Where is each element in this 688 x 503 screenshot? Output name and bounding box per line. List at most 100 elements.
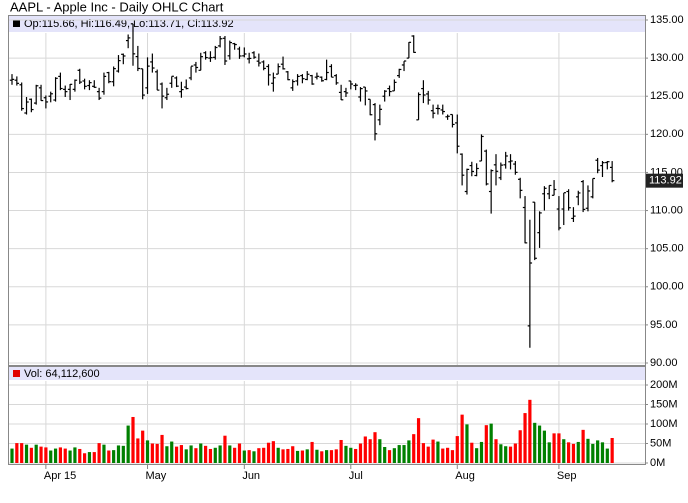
volume-bar — [567, 442, 571, 463]
y-tick-label: 100.00 — [650, 281, 684, 293]
volume-bar — [354, 448, 358, 463]
x-tick-label: Jun — [242, 470, 260, 482]
volume-bar — [242, 450, 246, 463]
volume-bar — [78, 448, 82, 463]
volume-bar — [233, 447, 237, 463]
volume-bar — [412, 434, 416, 463]
volume-bar — [373, 432, 377, 463]
volume-bar — [504, 446, 508, 463]
volume-bar — [102, 444, 106, 463]
volume-bar — [184, 449, 188, 463]
volume-bar — [421, 443, 425, 463]
volume-bar — [141, 430, 145, 463]
volume-bar — [334, 449, 338, 463]
volume-legend-band — [9, 367, 645, 380]
volume-bar — [15, 443, 19, 463]
volume-bar — [165, 446, 169, 463]
volume-bar — [605, 448, 609, 463]
volume-bar — [262, 447, 266, 463]
volume-bar — [271, 441, 275, 463]
volume-bar — [266, 442, 271, 463]
volume-bar — [499, 444, 503, 463]
volume-bar — [281, 449, 285, 463]
volume-bar — [528, 399, 532, 463]
volume-bar — [194, 448, 198, 463]
volume-bar — [131, 416, 135, 463]
volume-bar — [416, 418, 421, 463]
last-price-box — [646, 173, 683, 188]
volume-bar — [489, 423, 493, 463]
volume-bar — [591, 443, 595, 463]
volume-bar — [344, 445, 348, 463]
y-tick-label: 50M — [650, 437, 671, 449]
volume-bar — [213, 447, 217, 463]
volume-bar — [325, 450, 329, 463]
volume-bar — [387, 450, 392, 463]
volume-bar — [397, 445, 401, 463]
volume-bar — [223, 435, 227, 463]
volume-bar — [10, 448, 14, 463]
y-tick-label: 200M — [650, 379, 678, 391]
volume-bar — [252, 451, 256, 463]
volume-bar — [189, 445, 193, 463]
volume-bar — [300, 450, 304, 463]
volume-bar — [121, 445, 125, 463]
volume-bar — [87, 452, 92, 463]
volume-bar — [441, 448, 445, 463]
volume-bar — [402, 445, 406, 463]
volume-bar — [460, 414, 464, 463]
volume-bar — [557, 433, 561, 463]
volume-bar — [39, 446, 43, 463]
volume-bar — [508, 446, 513, 463]
volume-bar — [160, 434, 164, 463]
volume-bar — [44, 447, 48, 463]
volume-bar — [107, 450, 111, 463]
volume-bar — [571, 443, 576, 463]
volume-bar — [363, 436, 367, 463]
chart-title: AAPL - Apple Inc - Daily OHLC Chart — [10, 0, 224, 14]
price-legend-swatch — [13, 20, 20, 27]
x-tick-label: Aug — [455, 470, 475, 482]
volume-bar — [150, 443, 154, 463]
volume-bar — [155, 443, 159, 463]
volume-bar — [513, 443, 517, 463]
volume-bar — [455, 436, 459, 463]
volume-bar — [484, 425, 488, 463]
volume-bar — [518, 430, 522, 463]
y-tick-label: 100M — [650, 418, 678, 430]
y-tick-label: 135.00 — [650, 14, 684, 26]
volume-bar — [349, 447, 353, 463]
y-tick-label: 105.00 — [650, 243, 684, 255]
volume-bar — [208, 448, 213, 463]
volume-bar — [257, 448, 261, 463]
volume-bar — [247, 450, 251, 463]
volume-bar — [73, 447, 77, 463]
volume-bar — [368, 439, 372, 463]
volume-bar — [358, 443, 363, 463]
volume-legend-swatch — [13, 370, 20, 377]
y-tick-label: 120.00 — [650, 128, 684, 140]
volume-bar — [426, 446, 430, 463]
volume-bar — [49, 450, 53, 463]
volume-bar — [174, 446, 179, 463]
y-tick-label: 150M — [650, 398, 678, 410]
y-tick-label: 110.00 — [650, 204, 683, 216]
volume-bar — [228, 445, 232, 463]
y-tick-label: 90.00 — [650, 357, 678, 369]
volume-bar — [392, 448, 396, 463]
volume-bar — [596, 440, 600, 463]
volume-bar — [339, 439, 343, 463]
volume-bar — [581, 429, 585, 463]
volume-bar — [237, 443, 242, 463]
volume-bar — [523, 413, 527, 463]
volume-bar — [295, 450, 300, 463]
volume-bar — [20, 443, 24, 463]
volume-bar — [145, 440, 150, 463]
volume-bar — [116, 445, 121, 463]
y-tick-label: 0M — [650, 457, 665, 469]
volume-bar — [276, 447, 280, 463]
volume-bar — [126, 425, 130, 463]
y-tick-label: 95.00 — [650, 319, 678, 331]
volume-bar — [407, 440, 411, 463]
